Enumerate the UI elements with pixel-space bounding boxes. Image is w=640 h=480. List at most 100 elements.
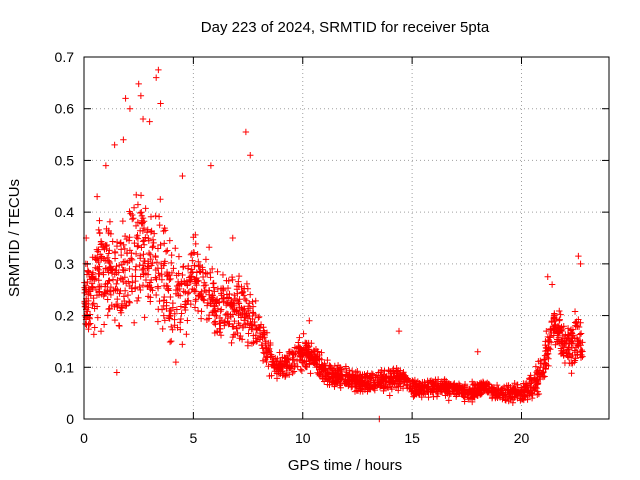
data-point bbox=[90, 300, 97, 307]
data-point bbox=[283, 352, 291, 360]
data-point bbox=[152, 252, 159, 260]
data-point bbox=[540, 356, 548, 363]
data-point bbox=[536, 372, 544, 380]
data-point bbox=[100, 243, 107, 251]
data-point bbox=[190, 249, 198, 257]
data-point bbox=[263, 329, 271, 336]
data-point bbox=[528, 377, 536, 384]
data-point bbox=[556, 324, 564, 332]
data-point bbox=[424, 388, 431, 396]
data-point bbox=[89, 301, 96, 309]
data-point bbox=[104, 312, 112, 319]
data-point bbox=[416, 388, 423, 395]
data-point bbox=[498, 385, 505, 393]
data-point bbox=[129, 279, 136, 286]
data-point bbox=[152, 212, 159, 220]
data-point bbox=[253, 337, 261, 345]
data-point bbox=[185, 288, 193, 296]
data-point bbox=[431, 382, 439, 389]
data-point bbox=[395, 387, 402, 394]
data-point bbox=[213, 327, 221, 335]
data-point bbox=[544, 273, 551, 280]
data-point bbox=[224, 294, 232, 301]
data-point bbox=[149, 236, 157, 243]
data-point bbox=[327, 362, 334, 370]
data-point bbox=[142, 205, 149, 212]
data-point bbox=[229, 234, 236, 242]
data-point bbox=[157, 260, 165, 268]
data-point bbox=[236, 296, 243, 303]
data-point bbox=[557, 338, 565, 345]
data-point bbox=[214, 268, 221, 275]
data-point bbox=[228, 339, 235, 347]
data-point bbox=[138, 212, 146, 220]
data-point bbox=[520, 396, 528, 404]
data-point bbox=[111, 141, 118, 149]
data-point bbox=[270, 355, 277, 363]
data-point bbox=[196, 262, 204, 269]
data-point bbox=[575, 338, 582, 345]
data-point bbox=[248, 320, 255, 328]
data-point bbox=[94, 248, 101, 255]
data-point bbox=[362, 373, 370, 380]
data-point bbox=[525, 387, 533, 394]
data-point bbox=[106, 247, 113, 254]
data-point bbox=[117, 239, 125, 246]
data-point bbox=[353, 372, 361, 380]
data-point bbox=[158, 276, 166, 284]
data-point bbox=[82, 320, 89, 328]
data-point bbox=[247, 152, 254, 159]
data-point bbox=[157, 100, 164, 107]
y-tick-label: 0.5 bbox=[55, 152, 75, 168]
data-point bbox=[139, 266, 146, 274]
data-point bbox=[150, 239, 157, 247]
data-point bbox=[313, 356, 321, 364]
data-point bbox=[458, 389, 466, 396]
data-point bbox=[218, 306, 225, 313]
data-point bbox=[96, 263, 103, 270]
x-tick-label: 0 bbox=[80, 430, 88, 446]
data-point bbox=[136, 252, 144, 259]
data-point bbox=[298, 367, 306, 375]
data-point bbox=[97, 328, 105, 335]
data-point bbox=[541, 360, 548, 367]
data-point bbox=[231, 291, 238, 299]
data-point bbox=[227, 311, 234, 319]
data-point bbox=[381, 367, 388, 375]
data-point bbox=[249, 309, 256, 316]
data-point bbox=[202, 281, 209, 289]
data-points bbox=[81, 66, 586, 423]
data-point bbox=[117, 240, 124, 247]
data-point bbox=[111, 316, 119, 324]
x-tick-label: 10 bbox=[295, 430, 311, 446]
data-point bbox=[428, 384, 435, 392]
data-point bbox=[160, 312, 167, 319]
data-point bbox=[132, 263, 140, 270]
data-point bbox=[122, 302, 130, 310]
data-point bbox=[532, 379, 540, 386]
data-point bbox=[295, 339, 302, 346]
data-point bbox=[443, 380, 451, 388]
data-point bbox=[177, 303, 185, 310]
data-point bbox=[568, 370, 575, 377]
data-point bbox=[138, 209, 145, 216]
data-point bbox=[363, 380, 371, 387]
data-point bbox=[357, 371, 364, 379]
data-point bbox=[207, 300, 214, 308]
data-point bbox=[210, 279, 217, 287]
data-point bbox=[187, 300, 195, 308]
data-point bbox=[289, 354, 296, 362]
data-point bbox=[192, 240, 199, 248]
data-point bbox=[134, 243, 141, 250]
data-point bbox=[421, 378, 428, 386]
data-point bbox=[109, 238, 116, 245]
data-point bbox=[145, 237, 153, 244]
data-point bbox=[338, 375, 345, 383]
data-point bbox=[166, 312, 173, 319]
x-axis-label: GPS time / hours bbox=[288, 457, 402, 474]
data-point bbox=[372, 373, 379, 381]
data-point bbox=[126, 105, 134, 112]
data-point bbox=[273, 375, 281, 382]
data-point bbox=[120, 267, 127, 274]
data-point bbox=[179, 271, 186, 279]
